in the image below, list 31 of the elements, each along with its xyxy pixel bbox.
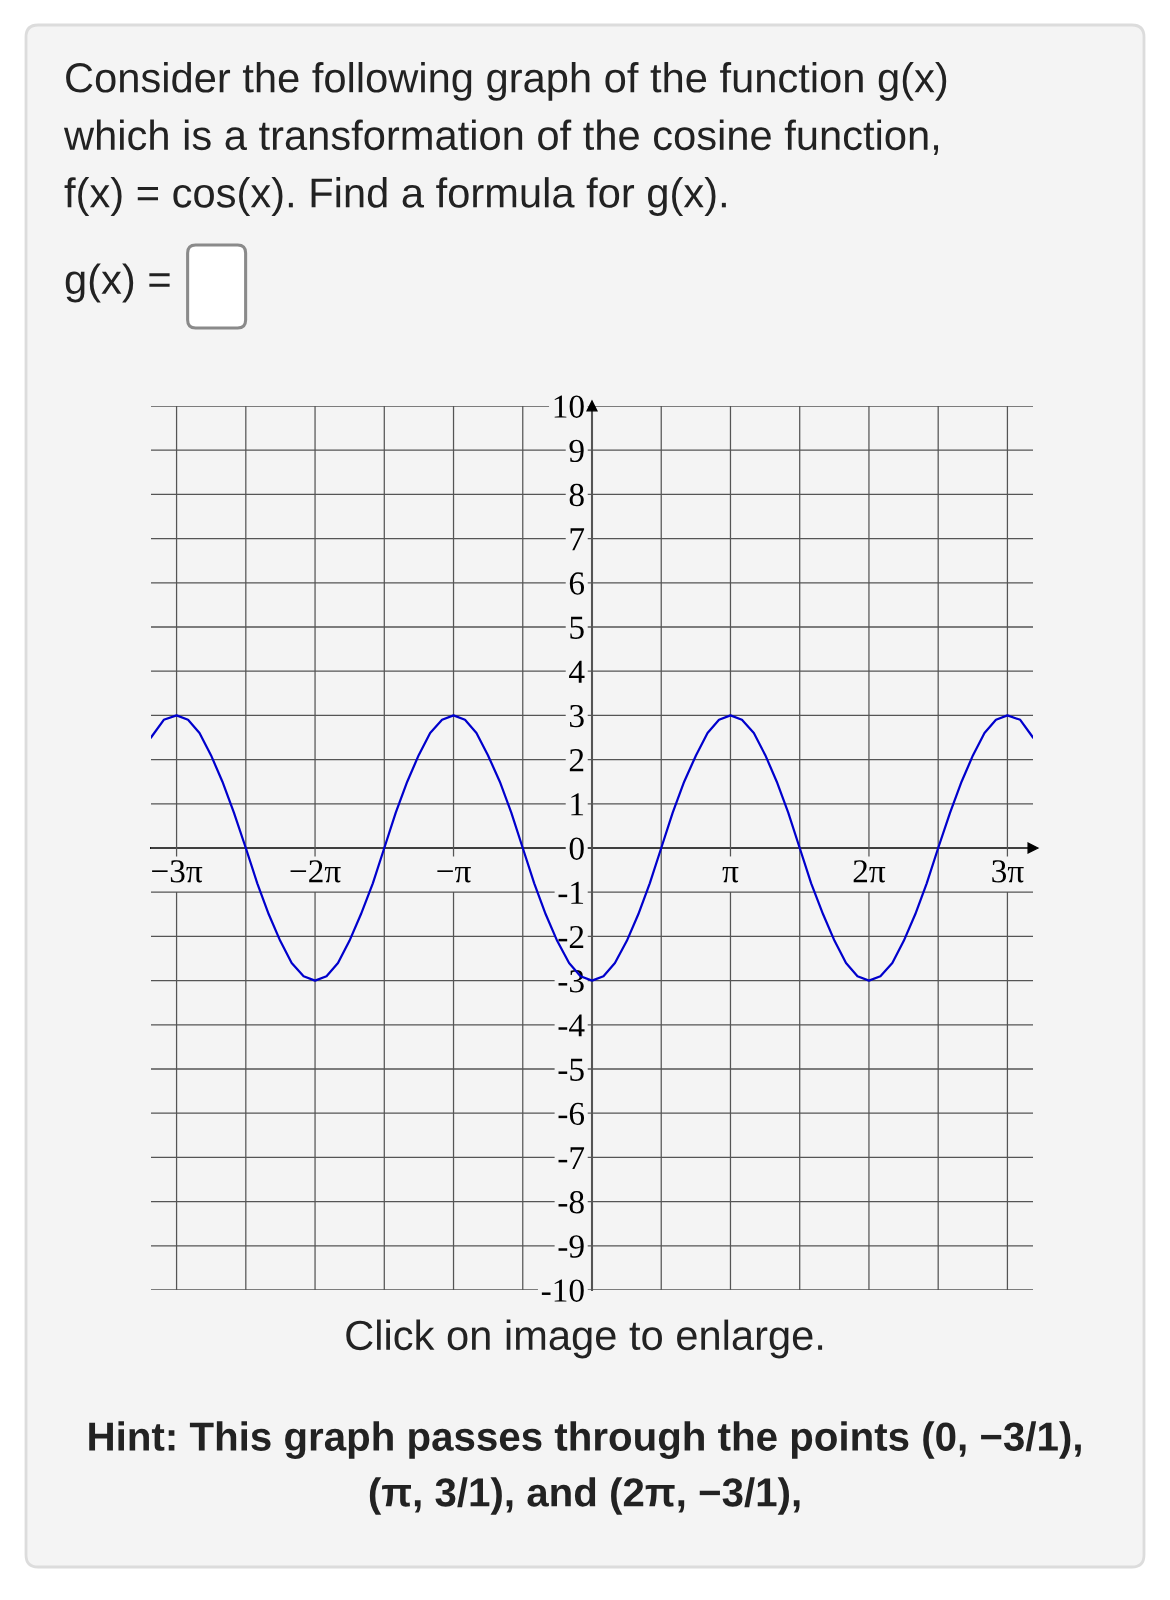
y-tick-label: 0 (569, 837, 584, 860)
y-tick-label: 3 (569, 704, 584, 728)
y-tick-label: 9 (569, 439, 584, 463)
x-tick-label: −2π (290, 860, 341, 883)
y-tick-label: -5 (558, 1058, 584, 1081)
y-tick-label: -9 (558, 1235, 584, 1258)
y-tick-label: -7 (558, 1147, 585, 1169)
x-tick-label: −π (437, 866, 471, 883)
text: Hint: This graph passes through the points (0, −3/1), (π, 3/1), and (2π, −3/1), (89, 1421, 1081, 1515)
y-tick-label: -2 (558, 925, 584, 948)
y-tick-label: -10 (541, 1279, 584, 1302)
x-tick-label: π (722, 866, 739, 883)
y-tick-label: -6 (558, 1102, 585, 1126)
y-tick-label: 1 (571, 793, 584, 816)
y-tick-label: -4 (558, 1014, 585, 1037)
y-tick-label: 6 (569, 572, 585, 595)
y-tick-label: 7 (570, 528, 585, 551)
x-tick-label: 2π (853, 860, 886, 883)
y-tick-label: -8 (558, 1191, 584, 1214)
y-tick-label: 8 (569, 483, 584, 507)
chart-title: Consider the following graph of the function g(x) which is a transformation of the cosine function, f(x) = cos(x). Find a formula for g(x). (63, 62, 947, 216)
y-tick-label: 4 (569, 660, 585, 683)
y-tick-label: -1 (558, 881, 584, 904)
y-tick-label: -3 (558, 970, 584, 993)
y-tick-label: 5 (570, 616, 584, 639)
text: Click on image to enlarge. (346, 1319, 823, 1359)
x-tick-label: 3π (992, 860, 1024, 883)
text: g(x) = (65, 263, 170, 303)
y-tick-label: 2 (569, 749, 584, 772)
x-tick-label: −3π (152, 860, 203, 883)
y-tick-label: 10 (554, 395, 584, 418)
